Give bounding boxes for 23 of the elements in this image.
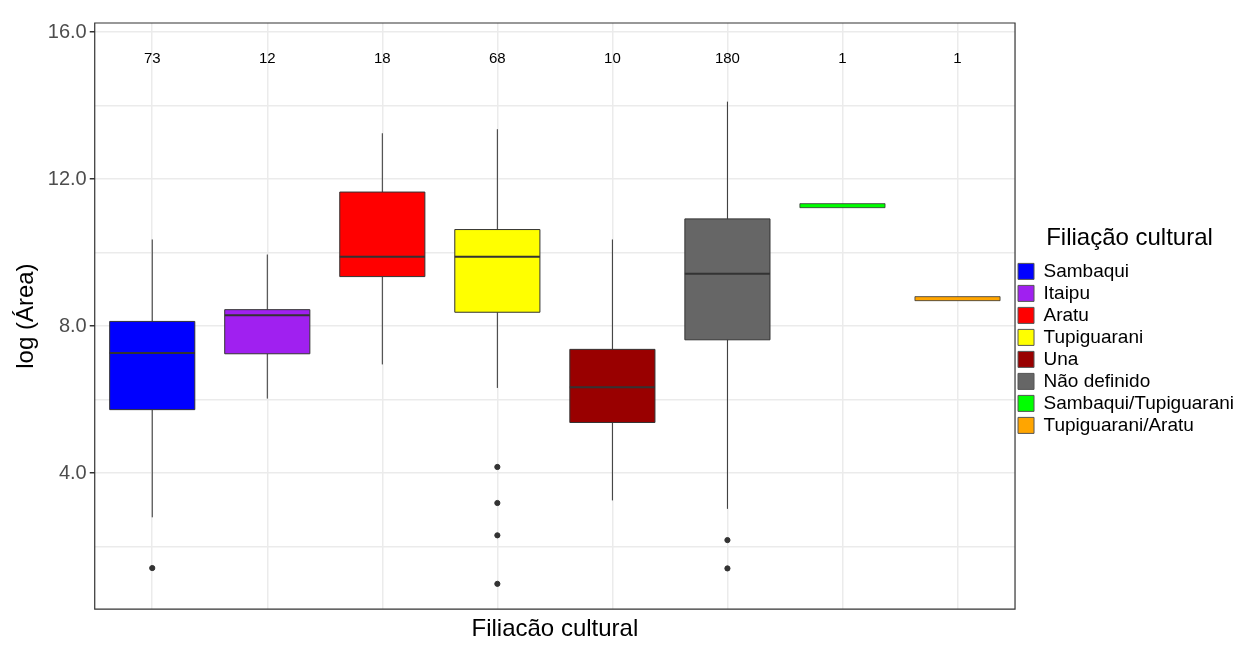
y-tick-label: 16.0 bbox=[47, 19, 87, 42]
annotation: 180 bbox=[714, 49, 740, 67]
annotation: 1 bbox=[838, 49, 847, 67]
y-tick-label: 12.0 bbox=[47, 166, 87, 189]
annotation: 68 bbox=[489, 49, 506, 67]
y-tick-label: 8.0 bbox=[58, 313, 87, 336]
y-axis-title: log (Área) bbox=[11, 263, 39, 369]
y-tick-label: 4.0 bbox=[58, 460, 87, 483]
annotation: 18 bbox=[373, 49, 391, 67]
legend-label: Una bbox=[1043, 347, 1079, 369]
x-axis-title: Filiacão cultural bbox=[471, 614, 639, 642]
annotation: 73 bbox=[143, 49, 161, 67]
legend-title: Filiação cultural bbox=[1046, 222, 1213, 250]
annotation: 12 bbox=[258, 49, 276, 67]
legend-label: Aratu bbox=[1043, 303, 1089, 325]
legend-label: Não definido bbox=[1043, 369, 1151, 391]
legend-label: Tupiguarani bbox=[1043, 325, 1144, 347]
legend-label: Itaipu bbox=[1043, 281, 1091, 303]
legend-label: Sambaqui bbox=[1043, 259, 1130, 281]
legend-label: Sambaqui/Tupiguarani bbox=[1043, 391, 1235, 413]
annotation: 10 bbox=[604, 49, 621, 67]
annotation: 1 bbox=[953, 49, 962, 67]
legend-label: Tupiguarani/Aratu bbox=[1043, 413, 1194, 435]
